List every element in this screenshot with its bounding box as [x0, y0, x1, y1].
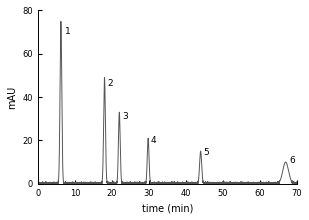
Y-axis label: mAU: mAU — [7, 85, 17, 109]
Text: 6: 6 — [289, 156, 295, 165]
Text: 5: 5 — [204, 148, 209, 157]
Text: 2: 2 — [108, 79, 113, 88]
Text: 3: 3 — [122, 112, 128, 121]
X-axis label: time (min): time (min) — [142, 203, 193, 213]
Text: 1: 1 — [65, 28, 70, 37]
Text: 4: 4 — [151, 136, 156, 145]
